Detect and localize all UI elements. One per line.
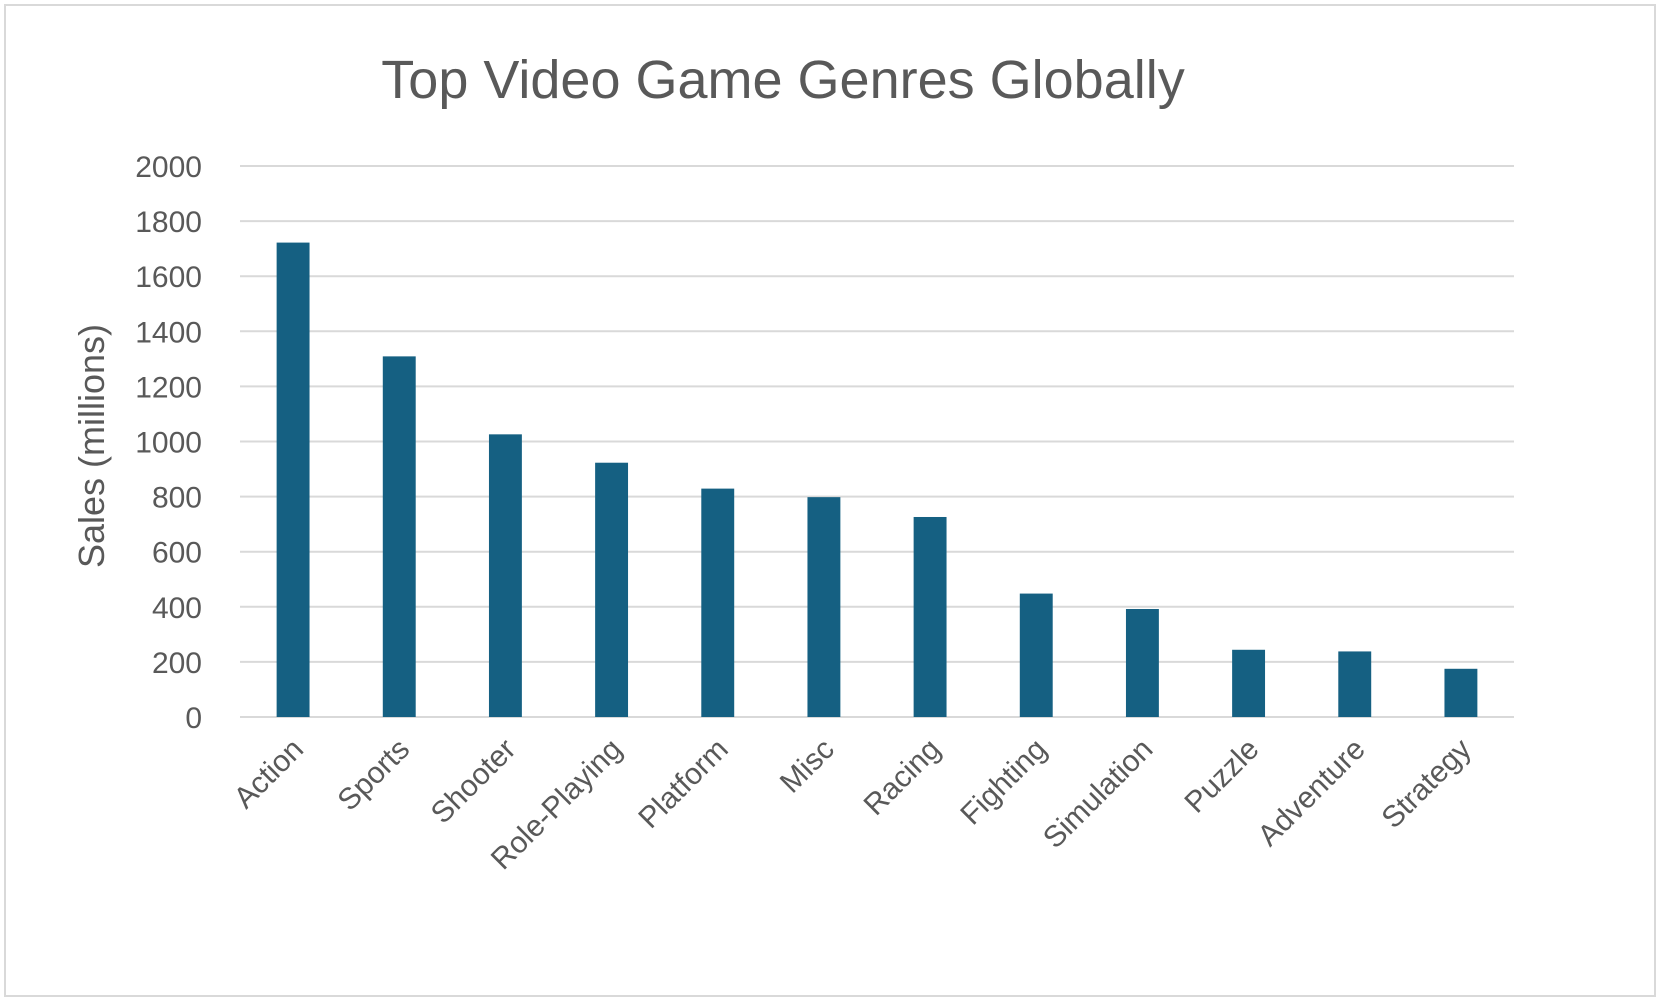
- y-tick-label: 0: [185, 702, 202, 735]
- x-tick-label: Racing: [858, 733, 947, 822]
- x-tick-label: Platform: [632, 733, 734, 835]
- y-tick-label: 2000: [135, 151, 202, 184]
- bar-strategy: [1444, 668, 1478, 717]
- y-tick-label: 1200: [135, 371, 202, 404]
- y-tick-label: 400: [152, 592, 202, 625]
- y-tick-label: 600: [152, 537, 202, 570]
- bar-shooter: [488, 434, 522, 717]
- x-tick-label: Shooter: [425, 733, 523, 831]
- bar-role-playing: [595, 462, 629, 717]
- x-tick-label: Sports: [332, 733, 417, 818]
- y-tick-label: 1600: [135, 261, 202, 294]
- bar-sports: [382, 356, 416, 717]
- gridlines: [240, 165, 1514, 718]
- bar-puzzle: [1232, 649, 1266, 717]
- bars: [276, 242, 1478, 718]
- y-tick-label: 1000: [135, 427, 202, 460]
- bar-action: [276, 242, 310, 718]
- bar-chart: Top Video Game Genres Globally Sales (mi…: [71, 50, 1514, 877]
- y-tick-label: 1800: [135, 206, 202, 239]
- bar-fighting: [1019, 593, 1053, 717]
- x-tick-label: Misc: [774, 733, 841, 800]
- x-tick-label: Strategy: [1376, 733, 1478, 835]
- bar-adventure: [1338, 651, 1372, 717]
- chart-frame: Top Video Game Genres Globally Sales (mi…: [4, 4, 1656, 997]
- x-tick-label: Adventure: [1252, 733, 1372, 853]
- x-tick-label: Fighting: [954, 733, 1053, 832]
- y-tick-label: 1400: [135, 316, 202, 349]
- bar-misc: [807, 497, 841, 717]
- y-tick-label: 200: [152, 647, 202, 680]
- bar-platform: [701, 488, 735, 717]
- x-tick-label: Simulation: [1037, 733, 1159, 855]
- x-tick-label: Puzzle: [1179, 733, 1266, 820]
- x-tick-label: Action: [228, 733, 310, 815]
- bar-simulation: [1125, 609, 1159, 717]
- y-axis-title: Sales (millions): [71, 324, 112, 568]
- y-axis-ticks: 0 200 400 600 800 1000 1200 1400 1600 1800 2000: [135, 151, 202, 735]
- bar-racing: [913, 516, 947, 717]
- chart-title: Top Video Game Genres Globally: [381, 50, 1184, 110]
- y-tick-label: 800: [152, 482, 202, 515]
